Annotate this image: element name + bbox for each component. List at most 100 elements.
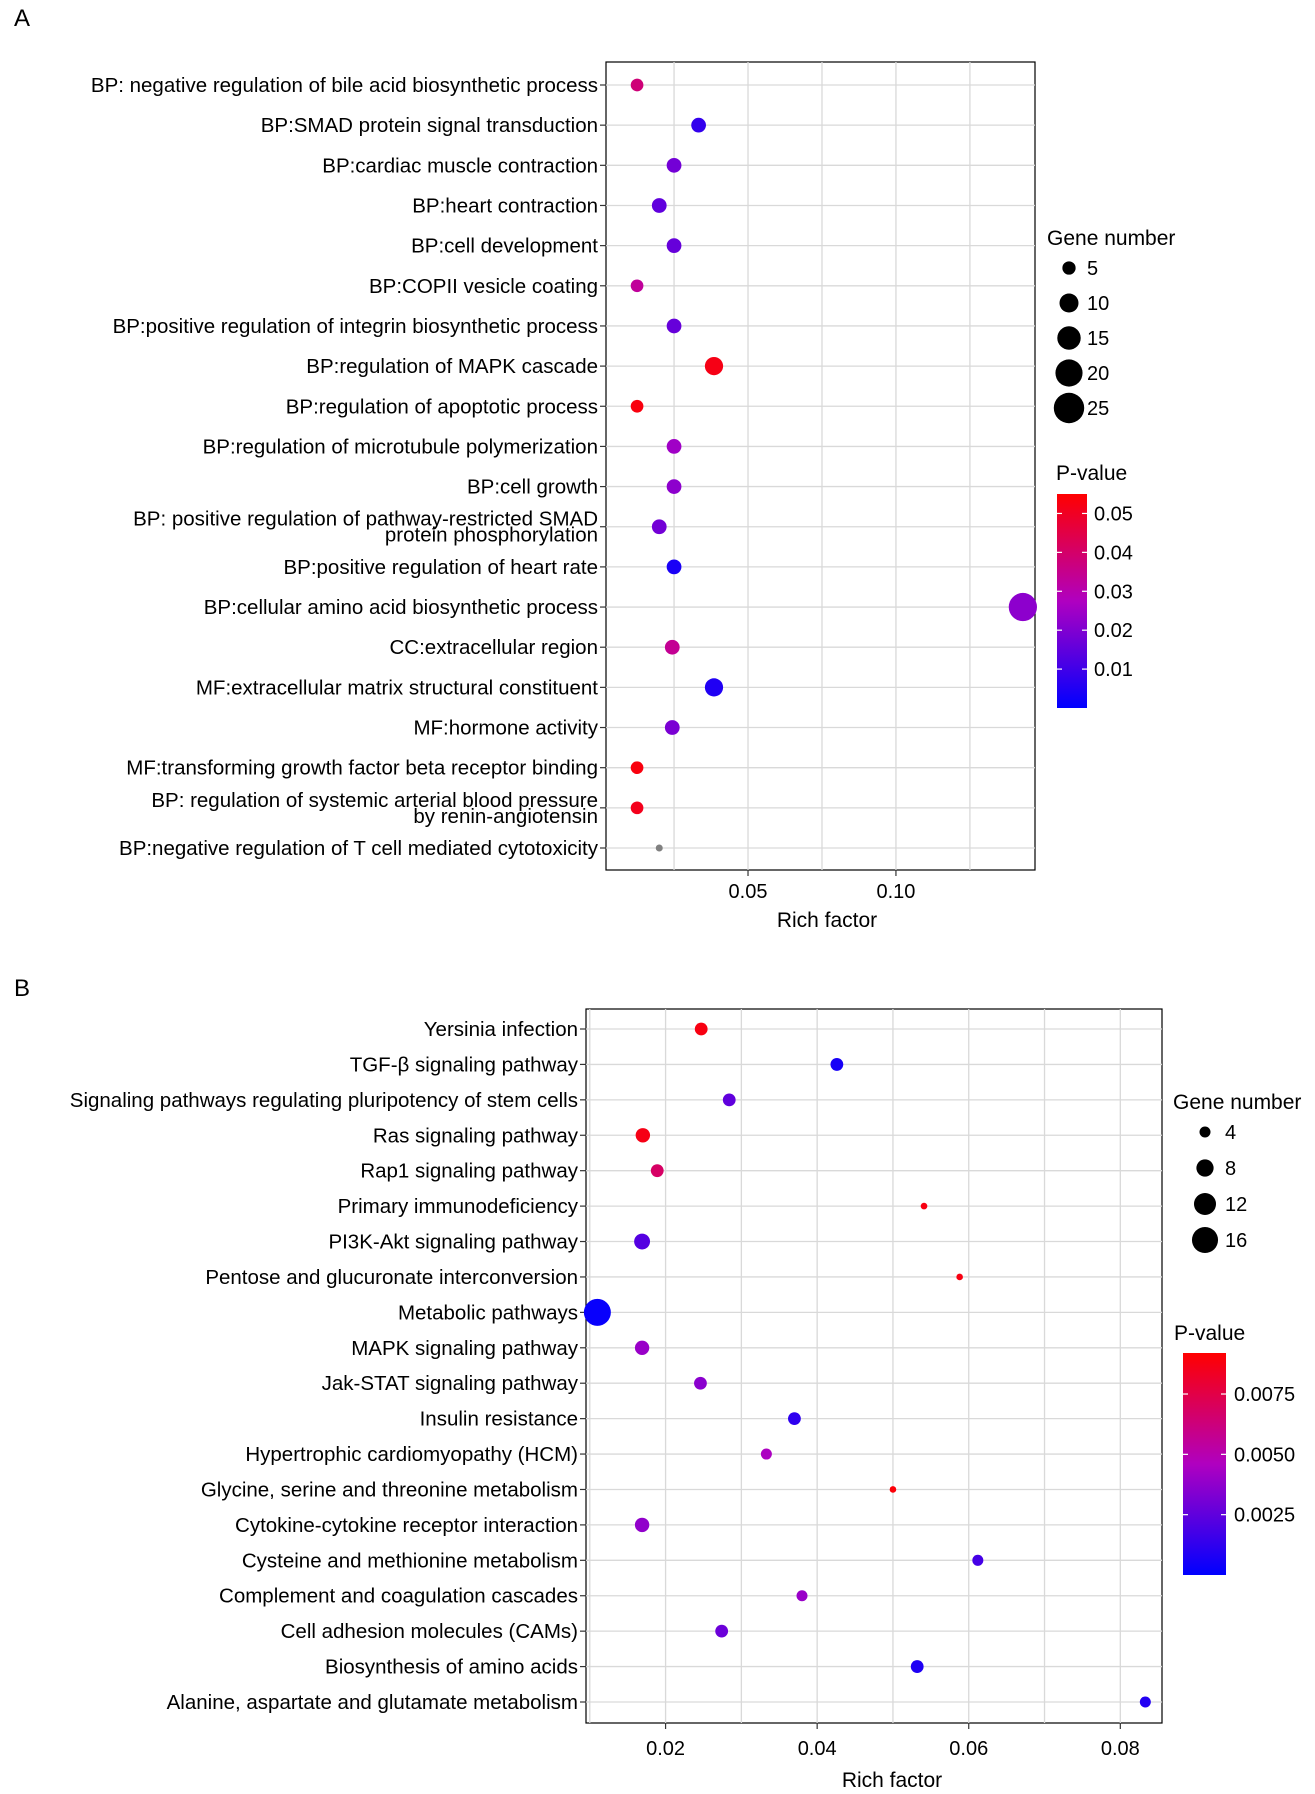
category-label-b: Primary immunodeficiency (338, 1195, 579, 1218)
data-point-b (583, 1298, 611, 1326)
data-point-b (1139, 1696, 1151, 1708)
category-label-a: BP:cell growth (467, 476, 598, 499)
data-point-b (796, 1590, 808, 1602)
category-label-a: BP:regulation of apoptotic process (286, 395, 598, 418)
x-tick-label-a: 0.05 (729, 881, 768, 903)
x-ticks-b: 0.02 0.04 0.06 0.08 (646, 1723, 1140, 1760)
size-legend-label-a: 20 (1087, 363, 1109, 385)
category-label-a: MF:extracellular matrix structural const… (196, 676, 598, 699)
category-label-b: Cell adhesion molecules (CAMs) (281, 1620, 578, 1643)
size-legend-dot-a (1057, 326, 1081, 350)
size-legend-label-a: 15 (1087, 328, 1109, 350)
category-label-a: BP:SMAD protein signal transduction (261, 114, 598, 137)
category-label-a: BP:cell development (411, 235, 598, 258)
category-label-b: Alanine, aspartate and glutamate metabol… (167, 1691, 578, 1714)
x-tick-label-b: 0.08 (1101, 1738, 1140, 1760)
category-label-a: by renin-angiotensin (413, 805, 598, 828)
colorbar-tick-label-b: 0.0075 (1234, 1384, 1295, 1406)
category-label-a: BP:COPII vesicle coating (369, 275, 598, 298)
category-label-a: BP:heart contraction (412, 194, 598, 217)
data-point-a (666, 238, 682, 254)
data-point-a (630, 78, 644, 92)
x-tick-label-a: 0.10 (876, 881, 915, 903)
x-tick-label-b: 0.02 (646, 1738, 685, 1760)
grid-b (586, 1009, 1162, 1723)
category-label-a: BP: negative regulation of bile acid bio… (91, 74, 598, 97)
size-legend-label-b: 4 (1225, 1122, 1236, 1144)
category-labels-b: Yersinia infection TGF-β signaling pathwa… (70, 1018, 586, 1714)
size-legend-label-a: 5 (1087, 258, 1098, 280)
panel-a: BP: negative regulation of bile acid bio… (91, 61, 1037, 932)
size-legend-dot-a (1059, 293, 1079, 313)
category-label-b: Ras signaling pathway (373, 1124, 579, 1147)
plot-area-b (585, 1008, 1163, 1724)
category-label-a: BP:cellular amino acid biosynthetic proc… (204, 596, 598, 619)
category-label-a: BP: positive regulation of pathway-restr… (133, 508, 598, 531)
x-axis-title-a: Rich factor (777, 909, 877, 932)
category-label-b: Rap1 signaling pathway (360, 1160, 578, 1183)
category-label-a: CC:extracellular region (389, 636, 598, 659)
color-legend-b: P-value 0.0025 0.0050 0.0075 (1174, 1322, 1295, 1575)
category-label-b: Pentose and glucuronate interconversion (205, 1266, 578, 1289)
category-label-a: BP:negative regulation of T cell mediate… (119, 837, 599, 860)
panel-b: Yersinia infection TGF-β signaling pathwa… (70, 1008, 1163, 1792)
size-legend-dot-b (1193, 1192, 1217, 1216)
data-point-a (666, 157, 682, 173)
data-point-a (630, 761, 644, 775)
panel-label-a: A (14, 5, 30, 32)
x-axis-title-b: Rich factor (842, 1769, 942, 1789)
category-label-a: BP:positive regulation of heart rate (283, 556, 598, 579)
data-point-a (664, 720, 680, 735)
data-point-a (651, 519, 667, 535)
colorbar-tick-label-a: 0.03 (1094, 581, 1133, 603)
size-legend-title-b: Gene number (1173, 1091, 1301, 1114)
category-label-b: Metabolic pathways (398, 1301, 578, 1324)
data-point-a (691, 117, 706, 133)
data-point-b (635, 1128, 651, 1143)
category-label-a: MF:hormone activity (413, 717, 598, 740)
color-legend-title-a: P-value (1056, 462, 1127, 485)
colorbar-tick-label-a: 0.05 (1094, 503, 1133, 525)
category-label-a: BP:regulation of microtubule polymerizat… (203, 435, 598, 458)
data-point-b (830, 1058, 844, 1071)
size-legend-label-a: 10 (1087, 293, 1109, 315)
category-label-b: Yersinia infection (424, 1018, 578, 1041)
data-point-b (920, 1202, 928, 1210)
data-point-a (704, 678, 724, 697)
category-label-b: Cytokine-cytokine receptor interaction (235, 1514, 578, 1537)
data-point-b (715, 1624, 729, 1638)
colorbar-tick-label-a: 0.01 (1094, 659, 1133, 681)
category-label-b: PI3K-Akt signaling pathway (328, 1231, 578, 1254)
colorbar-tick-label-b: 0.0025 (1234, 1505, 1295, 1527)
data-point-a (666, 318, 682, 334)
color-legend-title-b: P-value (1174, 1322, 1245, 1345)
data-point-a (664, 639, 680, 655)
colorbar-tick-label-a: 0.04 (1094, 542, 1133, 564)
size-legend-b: Gene number 4 8 12 16 (1173, 1091, 1301, 1254)
size-legend-dot-b (1196, 1159, 1214, 1177)
category-label-b: MAPK signaling pathway (351, 1337, 579, 1360)
colorbar-tick-label-b: 0.0050 (1234, 1444, 1295, 1466)
size-legend-dot-a (1053, 392, 1085, 424)
category-label-b: Insulin resistance (420, 1408, 578, 1431)
size-legend-label-b: 16 (1225, 1230, 1247, 1252)
data-point-a (1008, 592, 1037, 622)
data-point-b (788, 1412, 801, 1426)
x-ticks-a: 0.05 0.10 (729, 870, 915, 903)
data-point-b (722, 1093, 736, 1107)
points-a (630, 78, 1037, 852)
category-label-b: Complement and coagulation cascades (219, 1585, 578, 1608)
colorbar-tick-label-a: 0.02 (1094, 620, 1133, 642)
size-legend-a: Gene number 5 10 15 20 25 (1047, 227, 1175, 424)
points-b (583, 1022, 1151, 1708)
category-label-b: Jak-STAT signaling pathway (322, 1372, 579, 1395)
data-point-a (630, 279, 644, 293)
data-point-b (910, 1660, 924, 1673)
category-label-a: protein phosphorylation (385, 524, 598, 547)
category-label-a: BP:positive regulation of integrin biosy… (113, 315, 598, 338)
data-point-a (666, 559, 682, 575)
data-point-a (655, 844, 663, 852)
data-point-b (634, 1517, 650, 1533)
